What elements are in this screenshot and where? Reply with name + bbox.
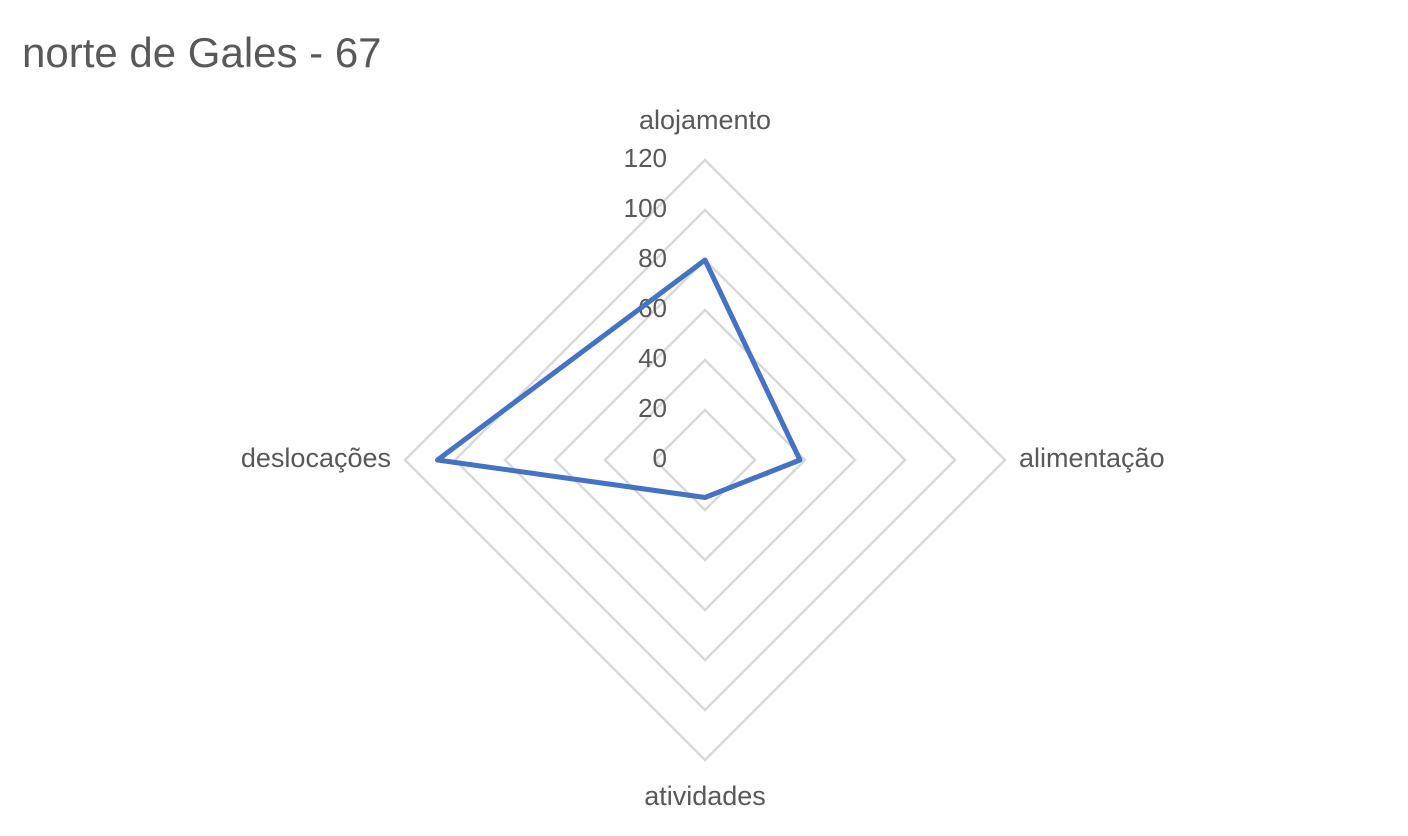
grid-ring xyxy=(403,158,1007,762)
grid-ring xyxy=(603,358,807,562)
grid-ring xyxy=(653,408,757,512)
category-label: alimentação xyxy=(1019,443,1165,473)
r-tick-label: 0 xyxy=(653,443,667,473)
r-tick-label: 40 xyxy=(638,343,667,373)
series-line xyxy=(435,257,803,500)
grid-ring xyxy=(553,308,857,612)
chart-title: norte de Gales - 67 xyxy=(22,29,382,76)
category-label: alojamento xyxy=(639,105,771,135)
grid-ring xyxy=(453,208,957,712)
r-tick-label: 20 xyxy=(638,393,667,423)
grid-ring xyxy=(503,258,907,662)
r-tick-label: 100 xyxy=(624,193,667,223)
category-label: atividades xyxy=(644,781,766,811)
r-tick-label: 120 xyxy=(624,143,667,173)
category-label: deslocações xyxy=(241,443,391,473)
r-tick-label: 80 xyxy=(638,243,667,273)
